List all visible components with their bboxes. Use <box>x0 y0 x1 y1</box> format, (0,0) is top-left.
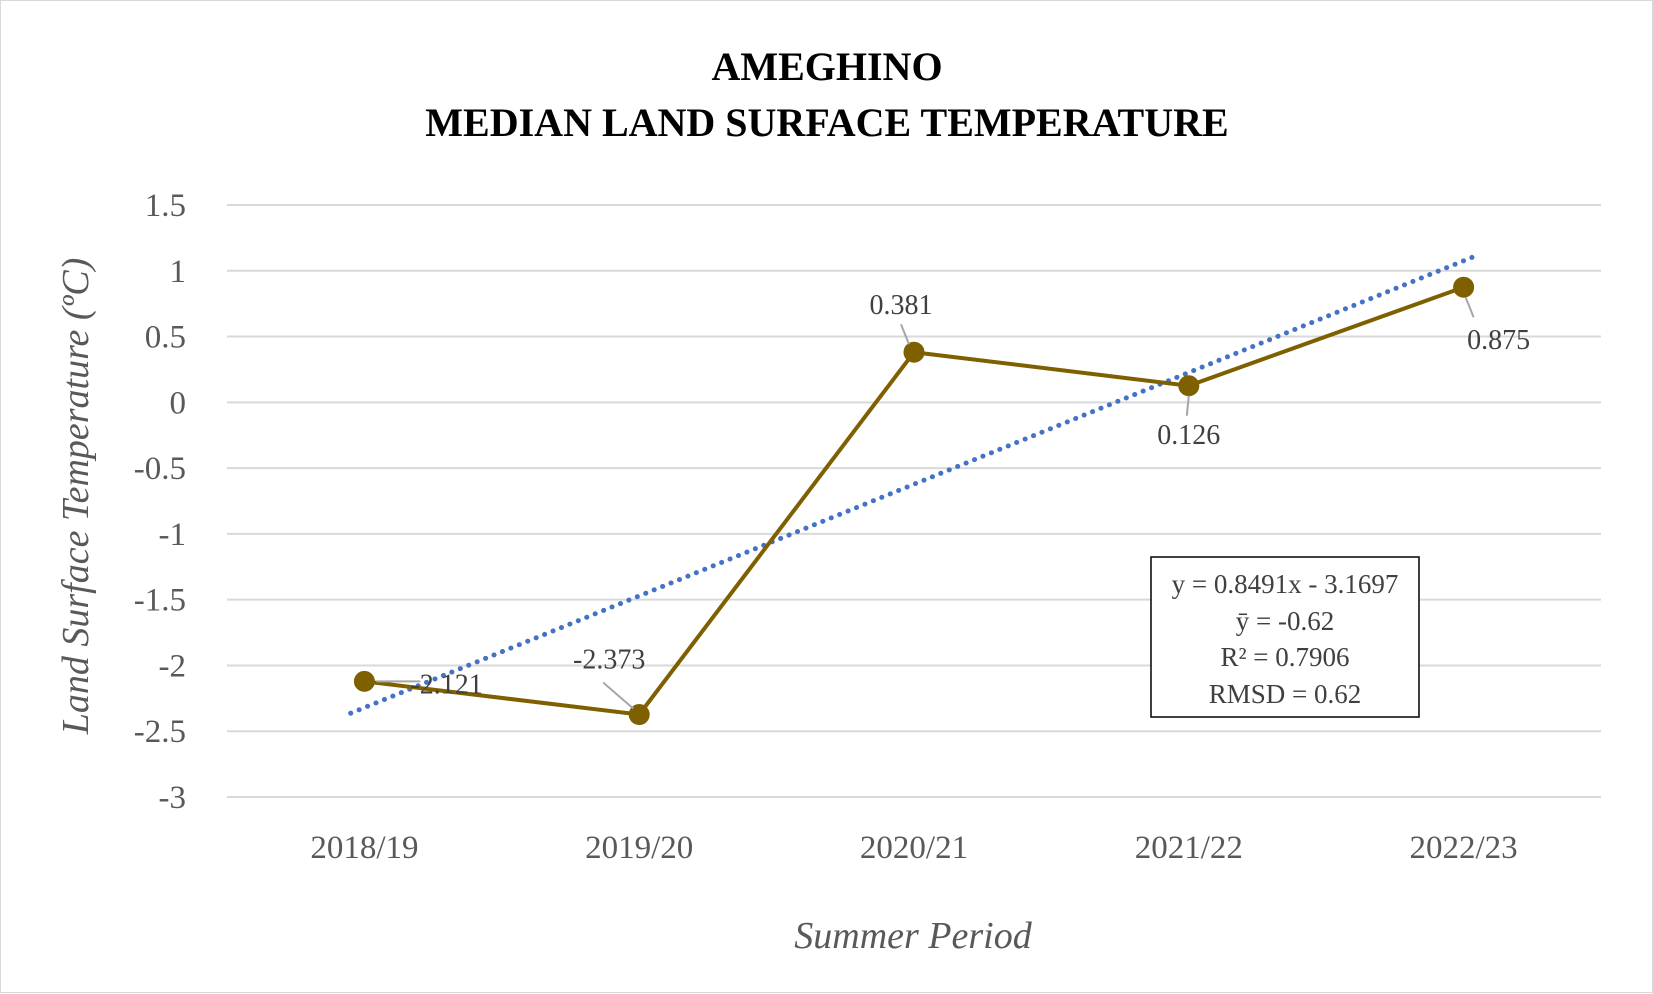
trendline <box>348 252 1480 716</box>
x-tick-label: 2020/21 <box>860 830 968 866</box>
data-label: -2.121 <box>410 669 482 700</box>
trendline-group <box>348 252 1480 716</box>
x-axis-title: Summer Period <box>794 915 1032 957</box>
y-tick-label: -2.5 <box>134 714 186 750</box>
stats-r-squared: R² = 0.7906 <box>1220 642 1349 672</box>
data-label-leader <box>602 681 634 710</box>
y-tick-label: -0.5 <box>134 451 186 487</box>
y-tick-label: 0 <box>170 385 187 421</box>
data-point-marker <box>1453 276 1475 298</box>
data-labels: -2.121 -2.373 0.381 0.126 0.875 <box>376 290 1530 710</box>
data-point-marker <box>353 670 375 692</box>
y-axis-title: Land Surface Temperature (ºC) <box>55 258 97 736</box>
trendline-stats-box: y = 0.8491x - 3.1697 ȳ = -0.62 R² = 0.79… <box>1150 556 1420 718</box>
chart-title-line-2: MEDIAN LAND SURFACE TEMPERATURE <box>425 100 1228 145</box>
data-label: 0.126 <box>1157 420 1220 451</box>
y-tick-labels: 1.5 1 0.5 0 -0.5 -1 -1.5 -2 -2.5 -3 <box>134 188 186 816</box>
data-point-marker <box>1178 375 1200 397</box>
stats-mean: ȳ = -0.62 <box>1236 606 1334 636</box>
y-tick-label: -1 <box>159 517 187 553</box>
data-label-leader <box>1185 395 1190 416</box>
x-tick-label: 2021/22 <box>1135 830 1243 866</box>
gridlines <box>227 204 1601 798</box>
series-group <box>353 276 1475 726</box>
x-tick-label: 2022/23 <box>1410 830 1518 866</box>
chart-title-line-1: AMEGHINO <box>711 44 942 89</box>
y-tick-label: 0.5 <box>145 320 186 356</box>
y-tick-label: -2 <box>159 648 187 684</box>
data-label: 0.875 <box>1467 325 1530 356</box>
stats-box-border <box>1150 556 1420 718</box>
stats-equation: y = 0.8491x - 3.1697 <box>1172 569 1399 599</box>
stats-rmsd: RMSD = 0.62 <box>1209 679 1362 709</box>
data-label-leader <box>900 323 910 345</box>
y-tick-label: 1 <box>170 254 187 290</box>
data-label-leader <box>1464 296 1475 318</box>
data-point-marker <box>628 704 650 726</box>
data-label: 0.381 <box>870 290 933 321</box>
data-label: -2.373 <box>573 645 645 676</box>
x-tick-labels: 2018/19 2019/20 2020/21 2021/22 2022/23 <box>310 830 1517 866</box>
x-tick-label: 2019/20 <box>585 830 693 866</box>
y-tick-label: -1.5 <box>134 583 186 619</box>
x-tick-label: 2018/19 <box>310 830 418 866</box>
data-point-marker <box>903 341 925 363</box>
y-tick-label: 1.5 <box>145 188 186 224</box>
chart-title: AMEGHINO MEDIAN LAND SURFACE TEMPERATURE <box>425 44 1228 145</box>
y-tick-label: -3 <box>159 780 187 816</box>
